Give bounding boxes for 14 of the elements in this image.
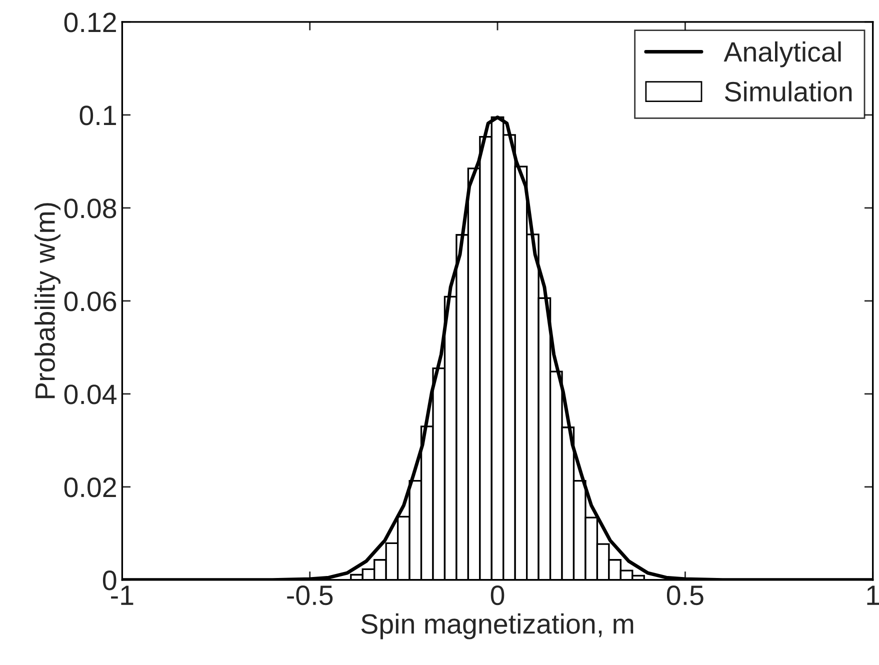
y-tick-label: 0.1 [80, 106, 116, 126]
x-tick-label: 0 [490, 585, 504, 606]
x-axis-title: Spin magnetization, m [361, 613, 634, 640]
y-tick-label: 0.08 [64, 198, 116, 218]
y-axis-title: Probability w(m) [34, 203, 60, 398]
x-tick-label: -0.5 [287, 585, 333, 606]
y-tick-label: 0.02 [64, 478, 116, 498]
x-tick-label: 1 [867, 586, 879, 605]
y-tick-label: 0.04 [64, 384, 117, 404]
legend-label: Analytical [724, 41, 841, 68]
y-tick-label: 0.12 [64, 12, 116, 32]
legend-label: Simulation [724, 81, 852, 102]
x-tick-label: 0.5 [666, 585, 704, 606]
y-tick-label: 0.06 [64, 292, 116, 312]
